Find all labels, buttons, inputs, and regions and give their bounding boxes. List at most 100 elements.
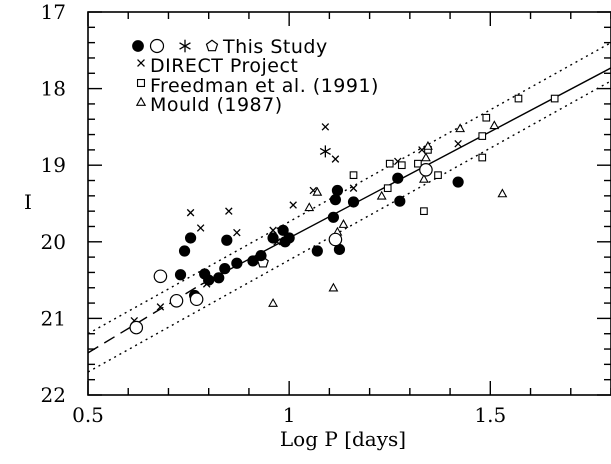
legend-label: Freedman et al. (1991) bbox=[150, 75, 379, 97]
point-square bbox=[514, 94, 523, 103]
point-triangle bbox=[423, 140, 433, 150]
point-filled-circle bbox=[219, 263, 231, 275]
point-cross bbox=[269, 226, 277, 235]
point-open-circle bbox=[153, 269, 168, 284]
point-triangle bbox=[421, 152, 431, 162]
point-cross bbox=[225, 207, 233, 215]
point-cross bbox=[349, 184, 358, 192]
fit-lines bbox=[88, 42, 611, 373]
cross-stroke bbox=[225, 207, 233, 215]
cross-stroke bbox=[394, 157, 402, 166]
cross-stroke bbox=[309, 186, 318, 195]
fit-line-dotted bbox=[88, 42, 611, 335]
point-cross bbox=[289, 201, 297, 209]
cross-stroke bbox=[321, 123, 330, 131]
point-cross bbox=[137, 59, 145, 67]
point-square bbox=[349, 171, 358, 180]
point-filled-circle bbox=[221, 234, 233, 246]
point-open-circle bbox=[129, 320, 144, 335]
point-filled-circle bbox=[452, 176, 464, 188]
point-square bbox=[420, 207, 428, 216]
x-tick-label: 1 bbox=[283, 403, 296, 427]
cross-stroke bbox=[186, 208, 195, 217]
point-filled-circle bbox=[394, 195, 406, 207]
cross-stroke bbox=[233, 228, 241, 237]
point-square bbox=[550, 94, 559, 103]
point-triangle bbox=[489, 120, 500, 130]
data-points bbox=[129, 94, 559, 335]
legend-entry: Mould (1987) bbox=[135, 94, 283, 116]
point-asterisk bbox=[179, 39, 191, 53]
legend-entry: This Study bbox=[132, 36, 328, 58]
point-filled-circle bbox=[347, 196, 360, 208]
point-open-circle bbox=[419, 162, 433, 177]
point-filled-circle bbox=[277, 224, 289, 236]
point-filled-circle bbox=[203, 274, 215, 286]
point-triangle bbox=[312, 186, 323, 196]
point-square bbox=[136, 78, 146, 88]
x-tick-label: 0.5 bbox=[72, 403, 104, 427]
point-triangle bbox=[376, 190, 387, 200]
point-square bbox=[478, 153, 487, 162]
legend-entry: DIRECT Project bbox=[137, 55, 298, 77]
cross-stroke bbox=[349, 184, 358, 192]
point-open-circle bbox=[189, 292, 204, 307]
y-tick-label: 17 bbox=[41, 0, 66, 24]
y-tick-label: 19 bbox=[41, 153, 66, 177]
point-cross bbox=[233, 228, 241, 237]
y-tick-label: 22 bbox=[41, 383, 66, 407]
point-square bbox=[383, 184, 392, 193]
point-filled-circle bbox=[213, 272, 225, 284]
legend-label: DIRECT Project bbox=[150, 55, 298, 77]
point-cross bbox=[156, 303, 165, 311]
point-filled-circle bbox=[231, 257, 243, 269]
point-triangle bbox=[338, 219, 349, 228]
fit-line-solid bbox=[200, 67, 611, 286]
axis-tick-labels: 0.5 1 1.5 17 18 19 20 21 22 bbox=[41, 0, 507, 427]
x-axis-title: Log P [days] bbox=[280, 427, 406, 451]
y-tick-label: 21 bbox=[41, 306, 66, 330]
cross-stroke bbox=[331, 155, 340, 163]
point-square bbox=[385, 159, 394, 168]
point-triangle bbox=[328, 282, 339, 292]
point-filled-circle bbox=[327, 211, 340, 223]
point-filled-circle bbox=[283, 232, 295, 244]
point-square bbox=[478, 132, 487, 140]
point-filled-circle bbox=[267, 232, 279, 244]
axis-ticks bbox=[87, 11, 611, 396]
asterisk-stroke bbox=[179, 42, 191, 50]
legend-label: Mould (1987) bbox=[150, 94, 283, 116]
y-axis-title: I bbox=[24, 190, 32, 214]
point-filled-circle bbox=[392, 172, 404, 184]
cross-stroke bbox=[269, 226, 277, 235]
point-open-circle bbox=[149, 38, 165, 54]
point-filled-circle bbox=[247, 255, 259, 267]
cross-stroke bbox=[137, 59, 145, 67]
point-square bbox=[414, 159, 422, 168]
point-cross bbox=[331, 155, 340, 163]
point-triangle bbox=[497, 188, 508, 198]
point-filled-circle bbox=[174, 269, 187, 281]
point-filled-circle bbox=[311, 245, 323, 257]
fit-line-dotted bbox=[88, 80, 611, 373]
point-pentagon bbox=[205, 39, 219, 52]
point-filled-circle bbox=[132, 40, 144, 52]
fit-line-dashed bbox=[88, 284, 202, 354]
point-cross bbox=[186, 208, 195, 217]
point-open-circle bbox=[328, 232, 343, 247]
point-filled-circle bbox=[329, 194, 342, 206]
cross-stroke bbox=[196, 224, 205, 232]
point-square bbox=[434, 171, 442, 180]
point-filled-circle bbox=[333, 243, 346, 256]
point-open-circle bbox=[169, 293, 184, 308]
asterisk-stroke bbox=[319, 147, 331, 155]
point-triangle bbox=[455, 123, 466, 133]
point-cross bbox=[454, 139, 462, 148]
y-tick-label: 20 bbox=[41, 230, 66, 254]
point-cross bbox=[196, 224, 205, 232]
legend-label: This Study bbox=[222, 36, 328, 58]
point-filled-circle bbox=[255, 249, 267, 262]
y-tick-label: 18 bbox=[41, 77, 66, 101]
